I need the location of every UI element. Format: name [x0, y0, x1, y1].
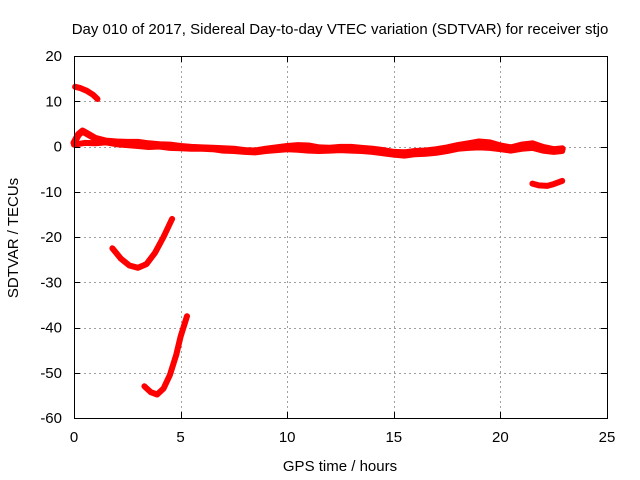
- x-tick-label: 15: [385, 429, 402, 446]
- x-tick-label: 5: [176, 429, 184, 446]
- y-tick-label: -50: [40, 365, 62, 382]
- series-layer: [70, 83, 566, 398]
- x-tick-label: 25: [599, 429, 616, 446]
- series-arc-main: [70, 127, 566, 157]
- y-tick-label: 20: [45, 48, 62, 65]
- y-tick-label: -30: [40, 274, 62, 291]
- x-tick-label: 20: [492, 429, 509, 446]
- x-tick-label: 0: [70, 429, 78, 446]
- tick-layer: 0 5 10 15 20 25 -60 -50 -40 -30 -20 -10 0 10 20: [40, 48, 615, 446]
- series-arc-mid: [109, 215, 176, 271]
- grid-layer: [74, 56, 607, 418]
- y-tick-label: 0: [54, 139, 62, 156]
- series-arc-top-left: [72, 83, 101, 102]
- y-axis-label: SDTVAR / TECUs: [5, 178, 22, 298]
- series-arc-bottom: [141, 313, 190, 398]
- y-tick-label: 10: [45, 93, 62, 110]
- series-arc-main-lower: [71, 139, 566, 159]
- y-tick-label: -10: [40, 184, 62, 201]
- y-tick-label: -40: [40, 320, 62, 337]
- x-axis-label: GPS time / hours: [283, 458, 397, 475]
- y-tick-label: -20: [40, 229, 62, 246]
- series-arc-right: [529, 177, 566, 189]
- y-tick-label: -60: [40, 410, 62, 427]
- x-tick-label: 10: [279, 429, 296, 446]
- chart-title: Day 010 of 2017, Sidereal Day-to-day VTE…: [72, 21, 609, 38]
